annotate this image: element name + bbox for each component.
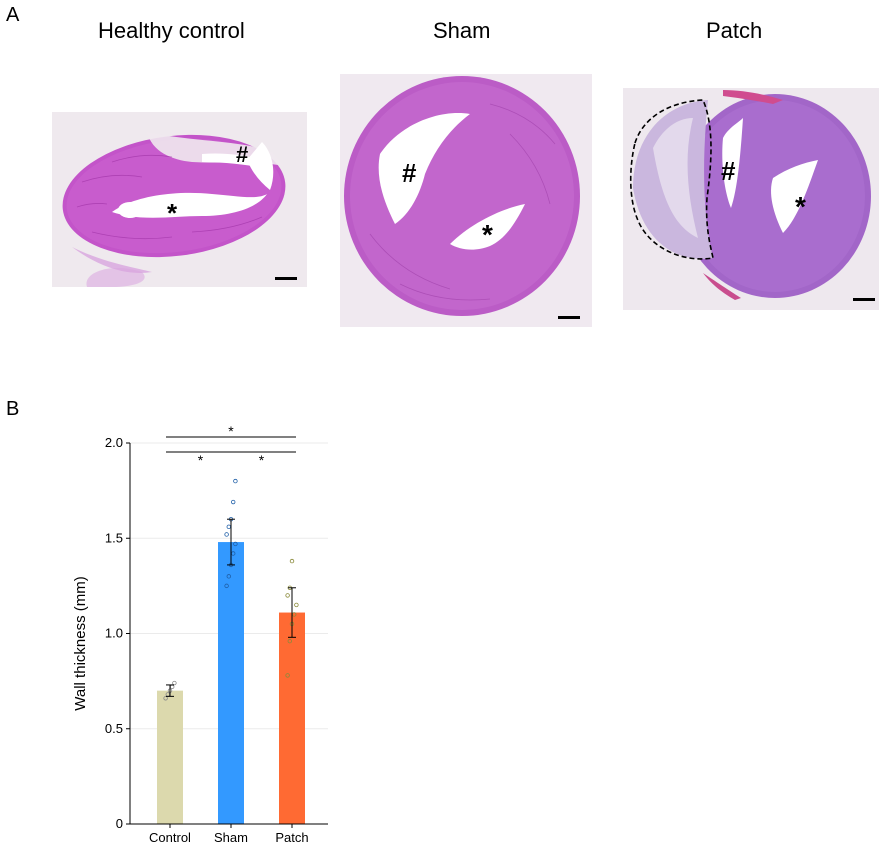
patch-title: Patch — [706, 18, 763, 43]
sig-star-0: * — [198, 452, 204, 468]
point-patch-7 — [289, 558, 295, 564]
sham-scale-bar — [558, 316, 580, 319]
chart-axes: 0 0.5 1.0 1.5 2.0 Control Sham Patch — [105, 435, 328, 843]
healthy-control-title: Healthy control — [98, 18, 245, 43]
y-tick-label-1: 0.5 — [105, 721, 123, 736]
point-patch-5 — [285, 593, 290, 598]
patch-micrograph: # * — [623, 88, 879, 310]
healthy-hash-mark: # — [236, 142, 248, 167]
bar-control — [157, 690, 183, 824]
y-tick-label-3: 1.5 — [105, 530, 123, 545]
point-sham-0 — [224, 583, 229, 589]
point-patch-0 — [285, 673, 290, 678]
y-axis-title: Wall thickness (mm) — [72, 576, 89, 710]
patch-scale-bar — [853, 298, 875, 301]
chart-significance: * * * — [166, 423, 296, 468]
y-tick-label-4: 2.0 — [105, 435, 123, 450]
point-sham-4 — [233, 541, 238, 547]
point-control-4 — [172, 680, 177, 686]
sham-title: Sham — [433, 18, 491, 43]
healthy-control-micrograph: # * — [52, 112, 307, 287]
panel-b-letter: B — [6, 398, 20, 420]
bar-sham — [218, 542, 244, 824]
x-tick-label-control: Control — [149, 830, 191, 843]
point-control-0 — [163, 696, 168, 701]
bar-patch — [279, 612, 305, 824]
x-tick-label-patch: Patch — [275, 830, 308, 843]
point-sham-6 — [226, 524, 231, 530]
healthy-scale-bar — [275, 277, 297, 280]
point-control-3 — [169, 684, 175, 690]
point-sham-5 — [224, 532, 229, 537]
patch-hash-mark: # — [721, 156, 736, 186]
x-tick-label-sham: Sham — [214, 830, 248, 843]
panel-a-letter: A — [6, 4, 20, 26]
point-patch-1 — [287, 638, 292, 644]
wall-thickness-chart: 0 0.5 1.0 1.5 2.0 Control Sham Patch * * * Wall t… — [72, 423, 328, 843]
y-tick-label-2: 1.0 — [105, 626, 123, 641]
sig-star-1: * — [259, 452, 265, 468]
point-sham-8 — [230, 499, 236, 505]
sham-micrograph: # * — [340, 74, 592, 327]
y-tick-label-0: 0 — [116, 816, 123, 831]
chart-error-bars — [166, 518, 296, 697]
sham-hash-mark: # — [402, 158, 417, 188]
sig-star-2: * — [228, 423, 234, 439]
sham-asterisk-mark: * — [482, 219, 493, 250]
point-sham-9 — [233, 478, 238, 484]
patch-asterisk-mark: * — [795, 191, 806, 222]
chart-bars — [157, 542, 305, 824]
point-sham-1 — [226, 574, 231, 579]
healthy-asterisk-mark: * — [167, 198, 178, 228]
point-patch-4 — [294, 602, 299, 608]
